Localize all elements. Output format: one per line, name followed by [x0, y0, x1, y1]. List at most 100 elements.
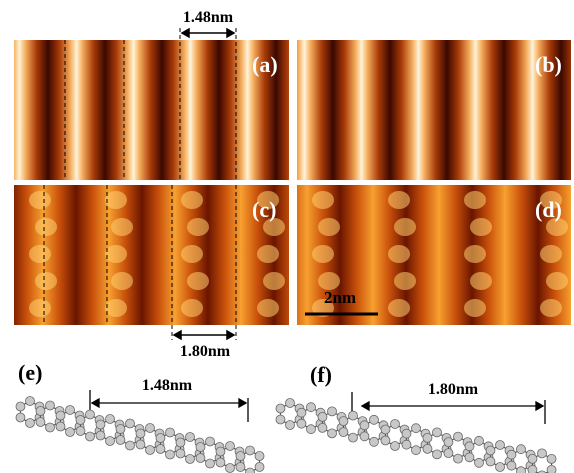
spacing-label: 1.80nm [428, 381, 479, 398]
blob [257, 299, 279, 317]
atom [517, 467, 526, 473]
atom [186, 455, 195, 464]
atom [391, 442, 400, 451]
atom [166, 450, 175, 459]
atom [454, 432, 463, 441]
stm-image-a [14, 40, 289, 180]
blob [318, 218, 340, 236]
atom [156, 445, 165, 454]
panel-label: (d) [535, 197, 562, 222]
atom [16, 413, 25, 422]
atom [106, 437, 115, 446]
atom [402, 429, 411, 438]
blob [312, 245, 334, 263]
atom [96, 420, 105, 429]
atom [465, 453, 474, 462]
atom [318, 423, 327, 432]
atom [76, 427, 85, 436]
atom [297, 419, 306, 428]
atom [66, 406, 75, 415]
blob [540, 299, 562, 317]
atom [381, 436, 390, 445]
atom [547, 465, 556, 473]
atom [166, 428, 175, 437]
atom [26, 419, 35, 428]
blob [394, 218, 416, 236]
molecules [16, 397, 556, 473]
stm-image-c [14, 185, 289, 325]
blob [105, 191, 127, 209]
atom [402, 440, 411, 449]
blob [29, 299, 51, 317]
atom [444, 438, 453, 447]
blob [181, 299, 203, 317]
figure: 1.48nm 1.80nm (a) (b) (c) (d) 2nm (e) (f… [0, 0, 574, 473]
atom [226, 464, 235, 473]
blob [470, 218, 492, 236]
panel-label: (f) [310, 362, 332, 387]
atom [496, 441, 505, 450]
atom [196, 454, 205, 463]
blob [388, 245, 410, 263]
atom [156, 434, 165, 443]
atom [318, 412, 327, 421]
atom [116, 425, 125, 434]
atom [370, 415, 379, 424]
spacing-label: 1.48nm [142, 377, 193, 394]
blob [105, 245, 127, 263]
blob [181, 191, 203, 209]
atom [146, 424, 155, 433]
atom [475, 458, 484, 467]
spacing-label: 1.80nm [180, 343, 231, 360]
atom [339, 417, 348, 426]
atom [507, 461, 516, 470]
atom [433, 428, 442, 437]
atom [186, 433, 195, 442]
atom [370, 437, 379, 446]
atom [517, 445, 526, 454]
blob [394, 272, 416, 290]
atom [236, 452, 245, 461]
atom [297, 408, 306, 417]
atom [307, 403, 316, 412]
atom [412, 424, 421, 433]
atom [475, 436, 484, 445]
atom [307, 425, 316, 434]
blob [181, 245, 203, 263]
blob [257, 245, 279, 263]
atom [36, 407, 45, 416]
atom [176, 438, 185, 447]
blob [29, 191, 51, 209]
blob [29, 245, 51, 263]
atom [339, 428, 348, 437]
atom [547, 454, 556, 463]
atom [16, 402, 25, 411]
stm-image-b [297, 40, 571, 180]
blob [388, 299, 410, 317]
atom [360, 421, 369, 430]
atom [528, 465, 537, 473]
atom [255, 463, 264, 472]
atom [276, 404, 285, 413]
atom [206, 437, 215, 446]
atom [116, 436, 125, 445]
atom [226, 442, 235, 451]
panel-label: (c) [252, 197, 276, 222]
blob [464, 245, 486, 263]
atom [176, 449, 185, 458]
scale-bar-label: 2nm [324, 288, 356, 307]
atom [216, 458, 225, 467]
blob [546, 272, 568, 290]
atom [454, 454, 463, 463]
blob [312, 191, 334, 209]
atom [465, 442, 474, 451]
atom [46, 423, 55, 432]
atom [507, 450, 516, 459]
atom [486, 457, 495, 466]
atom [360, 432, 369, 441]
atom [56, 411, 65, 420]
blob [187, 272, 209, 290]
atom [106, 415, 115, 424]
atom [538, 449, 547, 458]
atom [496, 463, 505, 472]
